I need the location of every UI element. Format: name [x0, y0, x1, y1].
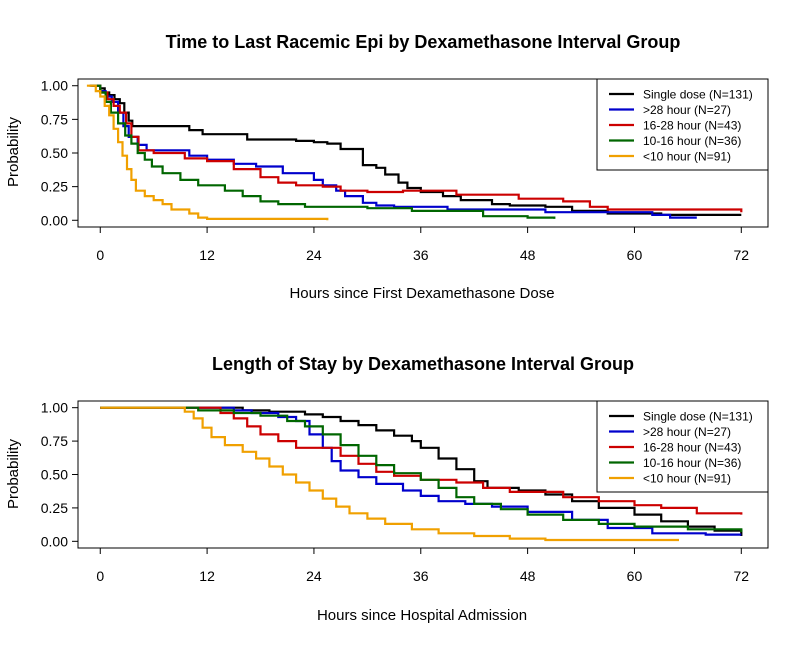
x-axis: 0 12 24 36 48 60 72	[96, 548, 749, 584]
legend-entry: Single dose (N=131)	[643, 410, 753, 424]
y-tick-label: 0.50	[41, 467, 68, 483]
x-tick-label: 48	[520, 247, 536, 263]
series-line-0	[89, 84, 742, 216]
panel-length-of-stay: Length of Stay by Dexamethasone Interval…	[5, 354, 769, 624]
x-tick-label: 0	[96, 568, 104, 584]
legend-entry: Single dose (N=131)	[643, 88, 753, 102]
series-line-3	[91, 84, 556, 219]
legend-entry: 16-28 hour (N=43)	[643, 441, 741, 455]
x-tick-label: 48	[520, 568, 536, 584]
y-axis: 0.00 0.25 0.50 0.75 1.00	[41, 400, 78, 549]
legend-entry: <10 hour (N=91)	[643, 150, 731, 164]
x-tick-label: 60	[627, 568, 643, 584]
series-line-4	[86, 84, 329, 221]
curves	[86, 84, 743, 221]
legend-entry: 16-28 hour (N=43)	[643, 119, 741, 133]
series-line-3	[100, 406, 743, 532]
legend-entry: 10-16 hour (N=36)	[643, 456, 741, 470]
chart-title: Length of Stay by Dexamethasone Interval…	[212, 354, 634, 374]
panel-time-to-last-racemic-epi: Time to Last Racemic Epi by Dexamethason…	[5, 32, 769, 302]
x-axis-label: Hours since First Dexamethasone Dose	[289, 285, 554, 302]
x-tick-label: 36	[413, 568, 429, 584]
y-tick-label: 0.25	[41, 179, 68, 195]
y-tick-label: 0.25	[41, 500, 68, 516]
y-tick-label: 0.75	[41, 433, 68, 449]
series-line-2	[91, 84, 743, 213]
x-tick-label: 36	[413, 247, 429, 263]
y-tick-label: 1.00	[41, 400, 68, 416]
y-tick-label: 1.00	[41, 78, 68, 94]
y-tick-label: 0.50	[41, 145, 68, 161]
x-tick-label: 60	[627, 247, 643, 263]
series-line-0	[100, 406, 743, 536]
x-axis: 0 12 24 36 48 60 72	[96, 227, 749, 263]
y-axis-label: Probability	[5, 438, 22, 509]
x-tick-label: 12	[199, 247, 215, 263]
x-tick-label: 72	[734, 247, 750, 263]
x-tick-label: 0	[96, 247, 104, 263]
legend-entry: 10-16 hour (N=36)	[643, 134, 741, 148]
y-tick-label: 0.75	[41, 111, 68, 127]
x-tick-label: 72	[734, 568, 750, 584]
curves	[100, 406, 743, 542]
legend: Single dose (N=131)>28 hour (N=27) 16-28 …	[596, 78, 769, 171]
legend-entry: >28 hour (N=27)	[643, 425, 731, 439]
series-line-4	[100, 406, 679, 542]
legend: Single dose (N=131)>28 hour (N=27) 16-28 …	[596, 400, 769, 493]
x-axis-label: Hours since Hospital Admission	[317, 607, 527, 624]
legend-entry: >28 hour (N=27)	[643, 103, 731, 117]
x-tick-label: 24	[306, 247, 322, 263]
chart-title: Time to Last Racemic Epi by Dexamethason…	[166, 32, 681, 52]
x-tick-label: 12	[199, 568, 215, 584]
y-axis: 0.00 0.25 0.50 0.75 1.00	[41, 78, 78, 228]
x-tick-label: 24	[306, 568, 322, 584]
y-tick-label: 0.00	[41, 212, 68, 228]
y-tick-label: 0.00	[41, 533, 68, 549]
y-axis-label: Probability	[5, 116, 22, 187]
legend-entry: <10 hour (N=91)	[643, 472, 731, 486]
